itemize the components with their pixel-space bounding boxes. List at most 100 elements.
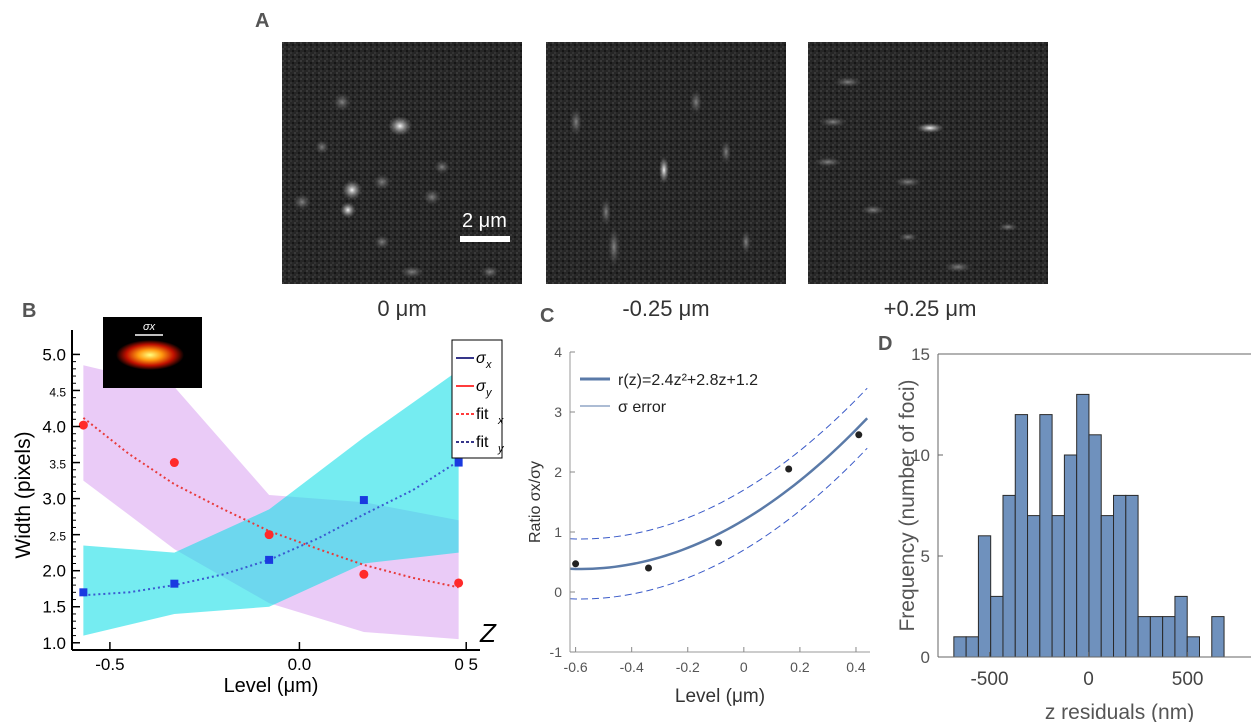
x-tick-label: -0.6 (564, 659, 588, 675)
data-point (715, 539, 723, 547)
histogram-bar (977, 535, 992, 658)
data-point-sigma-0 (359, 569, 369, 579)
scale-bar (460, 236, 510, 242)
error-curve-lower (569, 447, 868, 600)
histogram-bar (1014, 414, 1029, 658)
x-tick-label: 0.2 (790, 659, 810, 675)
data-point-sigma-1 (454, 458, 463, 467)
fit-line-1 (83, 460, 460, 597)
caption-plus-025: +0.25 μm (883, 296, 977, 321)
psf-spot (116, 340, 184, 370)
micrograph-minus-025 (546, 42, 786, 284)
x-tick-label: 0 (740, 659, 748, 675)
chart-z-residuals-histogram: 0 5 10 15 -500 0 500 z residuals (nm) Frequency … (896, 345, 1251, 722)
data-point-sigma-1 (170, 579, 179, 588)
x-axis-label: Level (μm) (675, 686, 765, 707)
micrograph-plus-025-spots (808, 42, 1048, 284)
histogram-bar (1051, 515, 1065, 658)
histogram-bar (1039, 414, 1053, 658)
histogram-bar (1088, 434, 1102, 658)
chart-width-vs-level: Z 1.0 1.5 2.0 2.5 3.0 3.5 4.0 4.5 5.0 -0.5 0.0 0 5 Le… (12, 317, 505, 697)
histogram-bar (1027, 515, 1041, 658)
data-point-sigma-1 (359, 496, 368, 505)
micrograph-0um-spots (282, 42, 522, 284)
fit-line-0 (82, 417, 459, 589)
error-curve-upper (569, 387, 868, 540)
histogram-bar (1149, 616, 1164, 658)
histogram-bar (1113, 494, 1127, 658)
error-band-1 (83, 370, 459, 636)
micrograph-0um (282, 42, 522, 284)
legend-label: r(z)=2.4z²+2.8z+1.2 (618, 372, 758, 389)
data-point (855, 431, 863, 439)
y-tick-label: 3.5 (49, 458, 66, 472)
y-tick-label: 15 (911, 345, 930, 364)
legend-label: σ (476, 378, 487, 395)
legend-subscript: y (485, 387, 493, 399)
y-tick-label: 0 (921, 648, 930, 667)
histogram-bar (1125, 494, 1139, 658)
histogram-bar (1174, 595, 1188, 658)
y-tick-label: 4 (554, 344, 562, 360)
x-tick-label: 0.0 (288, 655, 312, 674)
histogram-bar (1076, 393, 1090, 658)
x-tick-label: 0.4 (846, 659, 866, 675)
x-tick-label: 500 (1172, 669, 1204, 690)
data-point (785, 465, 793, 473)
data-point-sigma-0 (78, 420, 88, 430)
legend-label: fit (476, 406, 489, 423)
y-axis-label: Frequency (number of foci) (896, 379, 919, 631)
histogram-bar (1100, 515, 1115, 658)
y-tick-label: 5 (921, 547, 930, 566)
data-point (572, 560, 580, 568)
legend-label: fit (476, 434, 489, 451)
fit-curve (569, 417, 869, 571)
histogram-bar (1137, 616, 1151, 658)
data-point (645, 564, 653, 572)
histogram-bar (1002, 494, 1016, 658)
z-axis-letter: Z (479, 618, 497, 648)
histogram-bar (990, 595, 1004, 658)
y-tick-label: 10 (911, 446, 930, 465)
histogram-bar (1063, 454, 1078, 658)
y-tick-label: 1 (554, 524, 562, 540)
panel-b-label: B (22, 300, 37, 322)
legend-subscript: y (497, 443, 505, 455)
x-tick-label: -0.5 (95, 655, 124, 674)
y-tick-label: 0 (554, 584, 562, 600)
panel-a-label: A (255, 10, 270, 32)
legend-subscript: x (485, 359, 492, 371)
legend-label: σ error (618, 399, 667, 416)
y-tick-label: 5.0 (42, 345, 66, 364)
y-tick-label: 4.0 (42, 418, 66, 437)
y-tick-label: 2.0 (42, 562, 66, 581)
caption-0um: 0 μm (377, 296, 427, 321)
panel-c-label: C (540, 305, 555, 327)
y-axis-label: Ratio σx/σy (527, 461, 544, 543)
data-point-sigma-1 (79, 588, 88, 597)
histogram-bar (965, 636, 979, 658)
x-tick-label: 0 5 (454, 655, 478, 674)
y-tick-label: 3 (554, 404, 562, 420)
histogram-bar (1162, 616, 1176, 658)
y-tick-label: 2.5 (49, 530, 66, 544)
histogram-bar (1211, 616, 1225, 658)
y-tick-label: 2 (554, 464, 562, 480)
legend-box (451, 339, 503, 459)
y-axis-label: Width (pixels) (12, 431, 35, 558)
y-tick-label: -1 (550, 644, 563, 660)
legend-label: σ (476, 350, 487, 367)
data-point-sigma-0 (169, 458, 179, 468)
scale-bar-label: 2 μm (462, 210, 507, 232)
psf-sigma-label: σx (143, 321, 156, 333)
x-tick-label: -0.2 (676, 659, 700, 675)
x-tick-label: -0.4 (620, 659, 644, 675)
data-point-sigma-1 (265, 555, 274, 564)
y-tick-label: 1.0 (42, 634, 66, 653)
histogram-bar (1186, 636, 1200, 658)
data-point-sigma-0 (454, 578, 464, 588)
micrograph-minus-025-spots (546, 42, 786, 284)
x-axis-label: Level (μm) (224, 675, 319, 697)
legend-subscript: x (497, 415, 504, 427)
caption-minus-025: -0.25 μm (622, 296, 710, 321)
